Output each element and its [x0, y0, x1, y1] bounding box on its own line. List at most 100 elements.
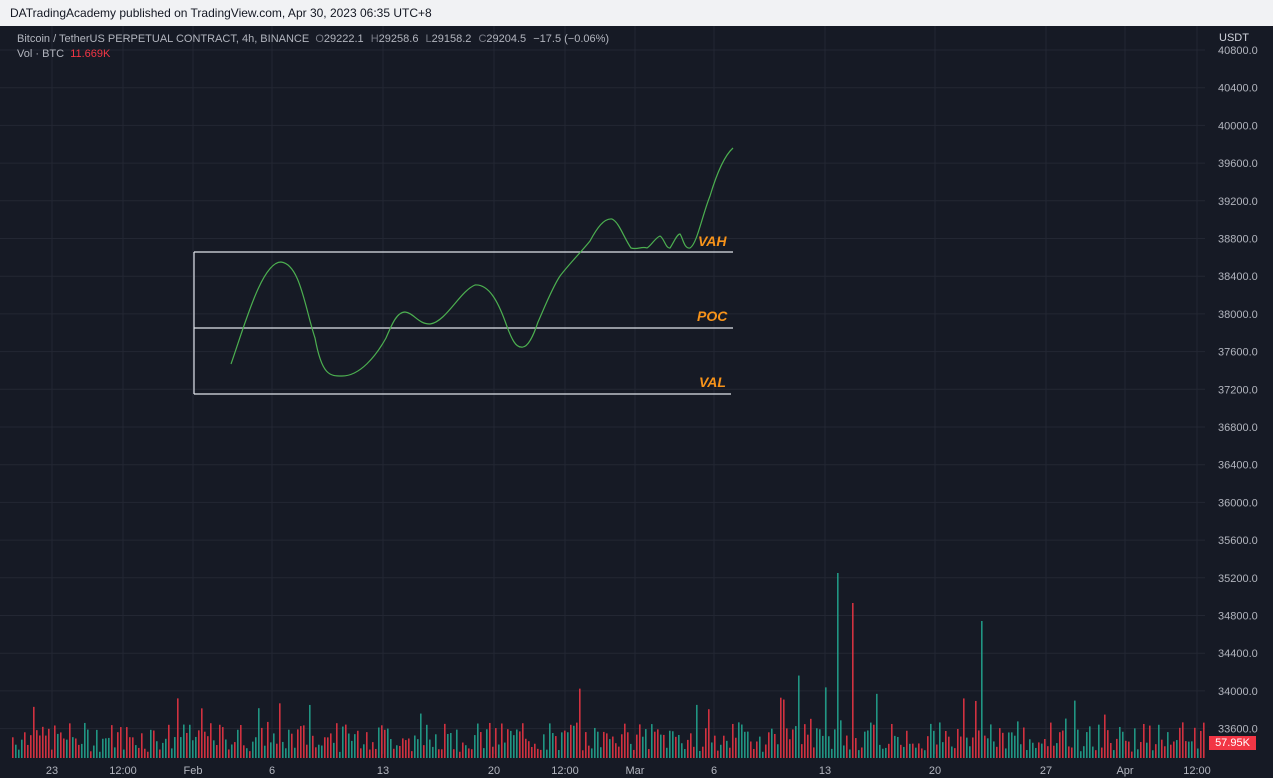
volume-bar [840, 720, 842, 758]
volume-bar [990, 724, 992, 758]
volume-bar [360, 748, 362, 758]
volume-bar [273, 733, 275, 758]
volume-bar [315, 747, 317, 758]
volume-bar [462, 742, 464, 758]
volume-bar [675, 736, 677, 758]
volume-bar [255, 737, 257, 758]
volume-bar [528, 741, 530, 758]
currency-label[interactable]: USDT [1219, 32, 1249, 44]
volume-bar [219, 724, 221, 758]
volume-bar [984, 735, 986, 758]
volume-bar [591, 748, 593, 758]
time-axis[interactable]: 23 12:00 Feb 6 13 20 12:00 Mar 6 13 20 27 Apr 12:00 [46, 765, 1211, 777]
volume-bar [54, 725, 56, 758]
volume-bar [810, 718, 812, 758]
volume-bar [615, 743, 617, 758]
volume-bar [957, 728, 959, 758]
volume-bar [501, 723, 503, 758]
volume-bar [603, 731, 605, 758]
volume-bar [555, 736, 557, 758]
volume-bar [978, 730, 980, 758]
volume-bar [939, 722, 941, 758]
volume-bar [735, 737, 737, 758]
volume-bar [1092, 746, 1094, 758]
volume-bar [81, 743, 83, 758]
volume-bar [438, 749, 440, 758]
volume-bars [12, 573, 1205, 758]
price-tick-label: 34400.0 [1218, 648, 1258, 660]
volume-bar [453, 749, 455, 758]
volume-bar [159, 749, 161, 758]
volume-bar [165, 738, 167, 758]
volume-bar [222, 727, 224, 758]
volume-bar [216, 745, 218, 758]
volume-bar [1053, 745, 1055, 758]
legend-volume-row: Vol · BTC 11.669K [17, 47, 613, 62]
volume-bar [303, 725, 305, 758]
time-tick-label: 6 [269, 765, 275, 777]
volume-bar [900, 744, 902, 758]
chart-area[interactable]: VAH POC VAL 40800.0 40400.0 40000.0 39600.0… [0, 26, 1273, 778]
volume-bar [1059, 732, 1061, 758]
volume-bar [1128, 741, 1130, 758]
volume-bar [1134, 728, 1136, 758]
price-tick-label: 37600.0 [1218, 347, 1258, 359]
volume-bar [909, 743, 911, 758]
volume-bar [864, 731, 866, 758]
volume-bar [918, 743, 920, 758]
volume-bar [906, 730, 908, 758]
volume-bar [891, 723, 893, 758]
volume-bar [558, 750, 560, 758]
volume-bar [942, 742, 944, 758]
price-tick-label: 34800.0 [1218, 611, 1258, 623]
volume-bar [345, 724, 347, 758]
volume-bar [30, 735, 32, 758]
price-tick-label: 37200.0 [1218, 384, 1258, 396]
chart-canvas[interactable]: VAH POC VAL 40800.0 40400.0 40000.0 39600.0… [0, 26, 1273, 778]
volume-bar [1095, 750, 1097, 758]
volume-bar [639, 724, 641, 758]
volume-bar [141, 733, 143, 758]
volume-bar [807, 734, 809, 758]
price-axis[interactable]: 40800.0 40400.0 40000.0 39600.0 39200.0 38800… [1218, 45, 1258, 736]
price-tick-label: 36000.0 [1218, 497, 1258, 509]
time-tick-label: Feb [184, 765, 203, 777]
volume-bar [174, 737, 176, 758]
volume-bar [648, 749, 650, 758]
volume-bar [261, 727, 263, 758]
volume-bar [486, 729, 488, 758]
volume-bar [108, 737, 110, 758]
price-tick-label: 38000.0 [1218, 309, 1258, 321]
volume-bar [249, 751, 251, 758]
volume-bar [912, 743, 914, 758]
volume-bar [483, 748, 485, 758]
volume-bar [318, 744, 320, 758]
volume-bar [657, 729, 659, 758]
volume-bar [861, 747, 863, 758]
volume-bar [645, 729, 647, 758]
volume-bar [996, 746, 998, 758]
volume-bar [381, 725, 383, 758]
symbol-title[interactable]: Bitcoin / TetherUS PERPETUAL CONTRACT, 4… [17, 33, 310, 45]
volume-bar [759, 736, 761, 758]
time-tick-label: 12:00 [109, 765, 137, 777]
volume-bar [57, 733, 59, 758]
volume-bar [954, 748, 956, 758]
volume-bar [1038, 742, 1040, 758]
volume-bar [1047, 746, 1049, 758]
volume-bar [831, 748, 833, 758]
volume-bar [357, 730, 359, 758]
volume-bar [846, 735, 848, 758]
volume-bar [135, 745, 137, 758]
volume-bar [375, 748, 377, 758]
volume-bar [1056, 743, 1058, 758]
volume-bar [1050, 722, 1052, 758]
volume-bar [792, 729, 794, 758]
open-label: O [315, 33, 324, 45]
volume-bar [45, 735, 47, 758]
volume-bar [513, 735, 515, 758]
volume-bar [201, 708, 203, 758]
volume-bar [246, 748, 248, 758]
time-tick-label: Mar [626, 765, 645, 777]
chart-legend: Bitcoin / TetherUS PERPETUAL CONTRACT, 4… [17, 32, 613, 62]
